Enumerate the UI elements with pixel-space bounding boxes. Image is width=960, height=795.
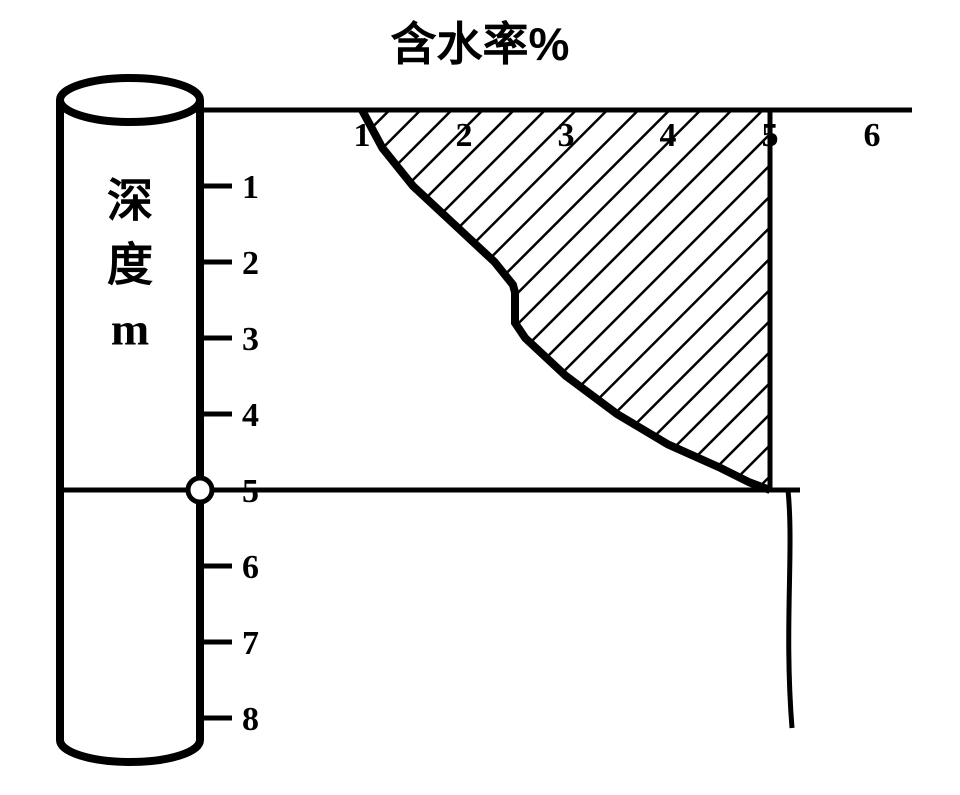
y-axis-title-char: 度 [107,239,153,290]
y-tick-label: 6 [242,549,259,586]
y-tick-label: 4 [242,397,259,434]
y-tick-label: 8 [242,701,259,738]
y-tick-group: 1 2 3 4 5 6 7 8 [196,169,259,738]
x-axis-title: 含水率% [391,18,570,70]
well-top-ellipse [60,78,200,122]
x-tick-label: 4 [660,117,677,154]
x-tick-label: 5 [762,117,779,154]
x-tick-label: 1 [354,117,371,154]
x-tick-label: 6 [864,117,881,154]
moisture-depth-diagram: 含水率% 1 2 3 4 5 6 1 2 3 4 5 6 7 8 深度m [0,0,960,795]
y-tick-label: 3 [242,321,259,358]
y-axis-title-char: 深 [107,175,153,226]
x-tick-label: 2 [456,117,473,154]
right-drop-line [788,490,792,728]
y-tick-label: 2 [242,245,259,282]
y-axis-title-char: m [111,303,149,354]
ground-marker [188,478,212,502]
x-tick-label: 3 [558,117,575,154]
y-tick-label: 1 [242,169,259,206]
y-axis-title: 深度m [107,175,153,354]
y-tick-label: 5 [242,473,259,510]
y-tick-label: 7 [242,625,259,662]
well-bottom-arc [60,740,200,762]
